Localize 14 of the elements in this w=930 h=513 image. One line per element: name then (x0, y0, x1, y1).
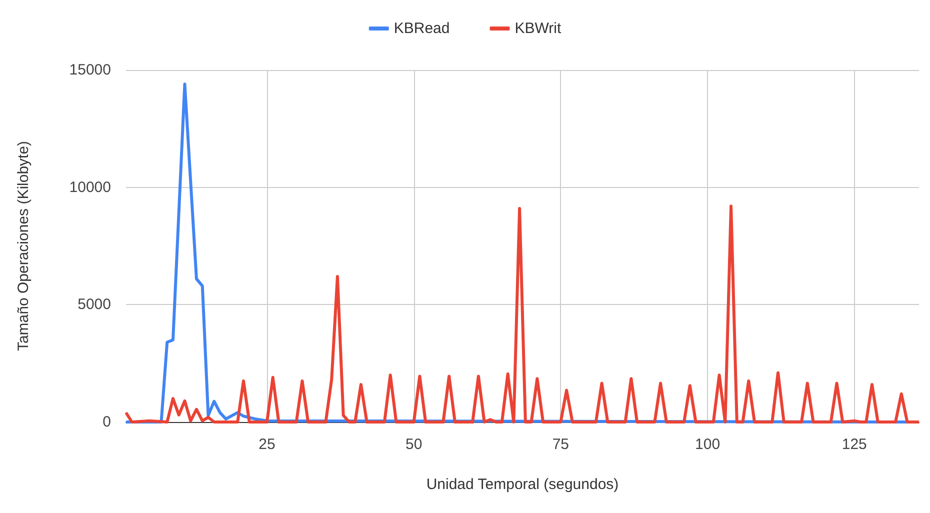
x-tick-label: 100 (695, 436, 720, 453)
legend-label: KBWrit (514, 20, 562, 37)
x-axis-title: Unidad Temporal (segundos) (426, 476, 619, 493)
x-tick-label: 50 (405, 436, 422, 453)
y-tick-label: 0 (102, 414, 111, 430)
line-series (124, 204, 920, 424)
y-tick-label: 5000 (78, 296, 111, 314)
x-tick-label: 125 (842, 436, 867, 453)
y-axis-title: Tamaño Operaciones (Kilobyte) (15, 140, 32, 352)
y-tick-label: 10000 (69, 178, 111, 196)
x-tick-label: 75 (552, 436, 570, 453)
legend-label: KBRead (394, 20, 450, 37)
x-tick-label: 25 (258, 436, 276, 453)
y-tick-label: 15000 (69, 62, 111, 78)
